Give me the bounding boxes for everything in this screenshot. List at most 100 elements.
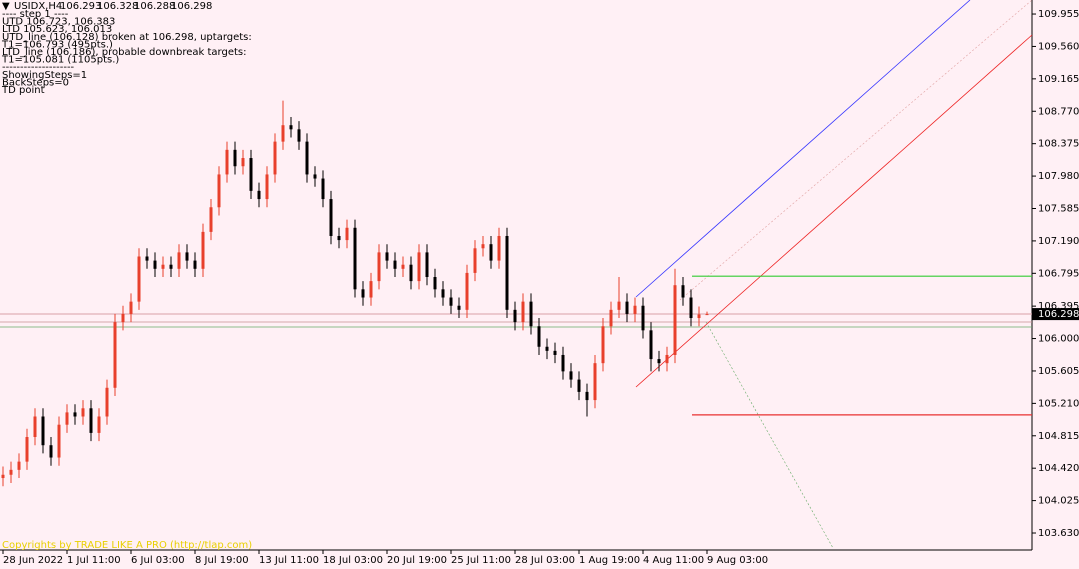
target-line (705, 321, 834, 549)
x-tick-label: 4 Aug 11:00 (643, 555, 704, 566)
y-tick-label: 108.770 (1038, 106, 1079, 117)
candle-body (593, 363, 597, 401)
candle-body (553, 350, 557, 355)
y-tick-label: 103.630 (1038, 528, 1079, 539)
candle-body (673, 285, 677, 355)
candle-body (345, 227, 349, 241)
info-line: ShowingSteps=1 (2, 70, 87, 81)
copyright: Copyrights by TRADE LIKE A PRO (http://t… (2, 540, 252, 551)
candle-body (297, 129, 301, 142)
candle-body (617, 301, 621, 310)
candle-body (601, 326, 605, 364)
price-label: 106.298 (1038, 309, 1079, 320)
candle-body (81, 408, 85, 417)
candle-body (577, 379, 581, 392)
candle-body (641, 305, 645, 331)
candle-body (105, 387, 109, 417)
last-high: 106.328 (97, 1, 138, 12)
candle-body (169, 264, 173, 269)
candle-body (369, 281, 373, 298)
candle-body (273, 141, 277, 175)
lower-trend-line (635, 34, 1033, 388)
candle-body (489, 244, 493, 261)
x-tick-label: 25 Jul 11:00 (451, 555, 511, 566)
candle-body (353, 227, 357, 290)
candle-body (449, 297, 453, 306)
y-tick-label: 104.420 (1038, 463, 1079, 474)
candle-body (433, 277, 437, 290)
candle-body (465, 272, 469, 310)
candle-body (25, 437, 29, 462)
info-line: TD point (1, 85, 45, 96)
candle-body (241, 158, 245, 167)
candle-body (561, 354, 565, 372)
y-tick-label: 106.795 (1038, 268, 1079, 279)
y-tick-label: 107.585 (1038, 203, 1079, 214)
candle-body (193, 260, 197, 269)
y-tick-label: 106.000 (1038, 334, 1079, 345)
candle-body (625, 301, 629, 314)
y-tick-label: 109.165 (1038, 74, 1079, 85)
x-tick-label: 9 Aug 03:00 (707, 555, 768, 566)
candle-body (313, 174, 317, 179)
candle-body (697, 314, 701, 319)
y-tick-label: 107.190 (1038, 236, 1079, 247)
candle-body (377, 252, 381, 282)
candle-body (505, 235, 509, 310)
candle-body (1, 474, 5, 479)
candle-body (177, 252, 181, 269)
candle-body (513, 309, 517, 323)
candle-body (441, 289, 445, 298)
candle-body (113, 322, 117, 388)
candle-body (305, 141, 309, 175)
candle-body (89, 408, 93, 433)
candle-body (137, 256, 141, 302)
x-tick-label: 28 Jun 2022 (3, 555, 63, 566)
candle-body (281, 125, 285, 142)
candle-body (289, 125, 293, 130)
candle-body (361, 289, 365, 298)
candle-body (681, 285, 685, 298)
candle-body (609, 309, 613, 327)
y-tick-label: 104.815 (1038, 431, 1079, 442)
candle-body (633, 305, 637, 314)
price-box (1032, 308, 1079, 321)
candle-body (529, 301, 533, 327)
candle-body (161, 264, 165, 269)
y-tick-label: 109.560 (1038, 41, 1079, 52)
candle-body (257, 190, 261, 200)
mid-trend-line (679, 0, 1033, 301)
candle-body (9, 469, 13, 475)
info-line: LTD 105.623, 106.013 (2, 24, 112, 35)
candle-body (153, 260, 157, 269)
info-line: LTD_line (106.186), probable downbreak t… (2, 47, 247, 58)
info-line: ---- step 1 ---- (2, 9, 69, 20)
x-tick-label: 8 Jul 19:00 (195, 555, 249, 566)
candle-body (585, 391, 589, 401)
candle-body (265, 174, 269, 200)
candle-body (129, 301, 133, 314)
last-close: 106.298 (171, 1, 212, 12)
y-tick-label: 105.210 (1038, 398, 1079, 409)
x-tick-label: 28 Jul 03:00 (515, 555, 575, 566)
candle-body (201, 231, 205, 269)
candle-body (545, 346, 549, 351)
info-line: -------------------- (2, 62, 75, 73)
collapse-icon[interactable]: ▼ (2, 1, 10, 12)
candle-body (705, 314, 709, 316)
last-open: 106.293 (60, 1, 101, 12)
candle-body (481, 244, 485, 249)
candle-body (65, 412, 69, 425)
candle-body (17, 461, 21, 470)
candle-body (33, 416, 37, 438)
candle-body (497, 235, 501, 261)
y-tick-label: 109.955 (1038, 9, 1079, 20)
symbol: USIDX,H4 (14, 1, 62, 12)
candle-body (649, 330, 653, 360)
candle-body (569, 371, 573, 380)
x-tick-label: 20 Jul 19:00 (387, 555, 447, 566)
candle-body (665, 354, 669, 364)
candle-body (73, 412, 77, 417)
candle-body (521, 301, 525, 323)
x-tick-label: 13 Jul 11:00 (259, 555, 319, 566)
